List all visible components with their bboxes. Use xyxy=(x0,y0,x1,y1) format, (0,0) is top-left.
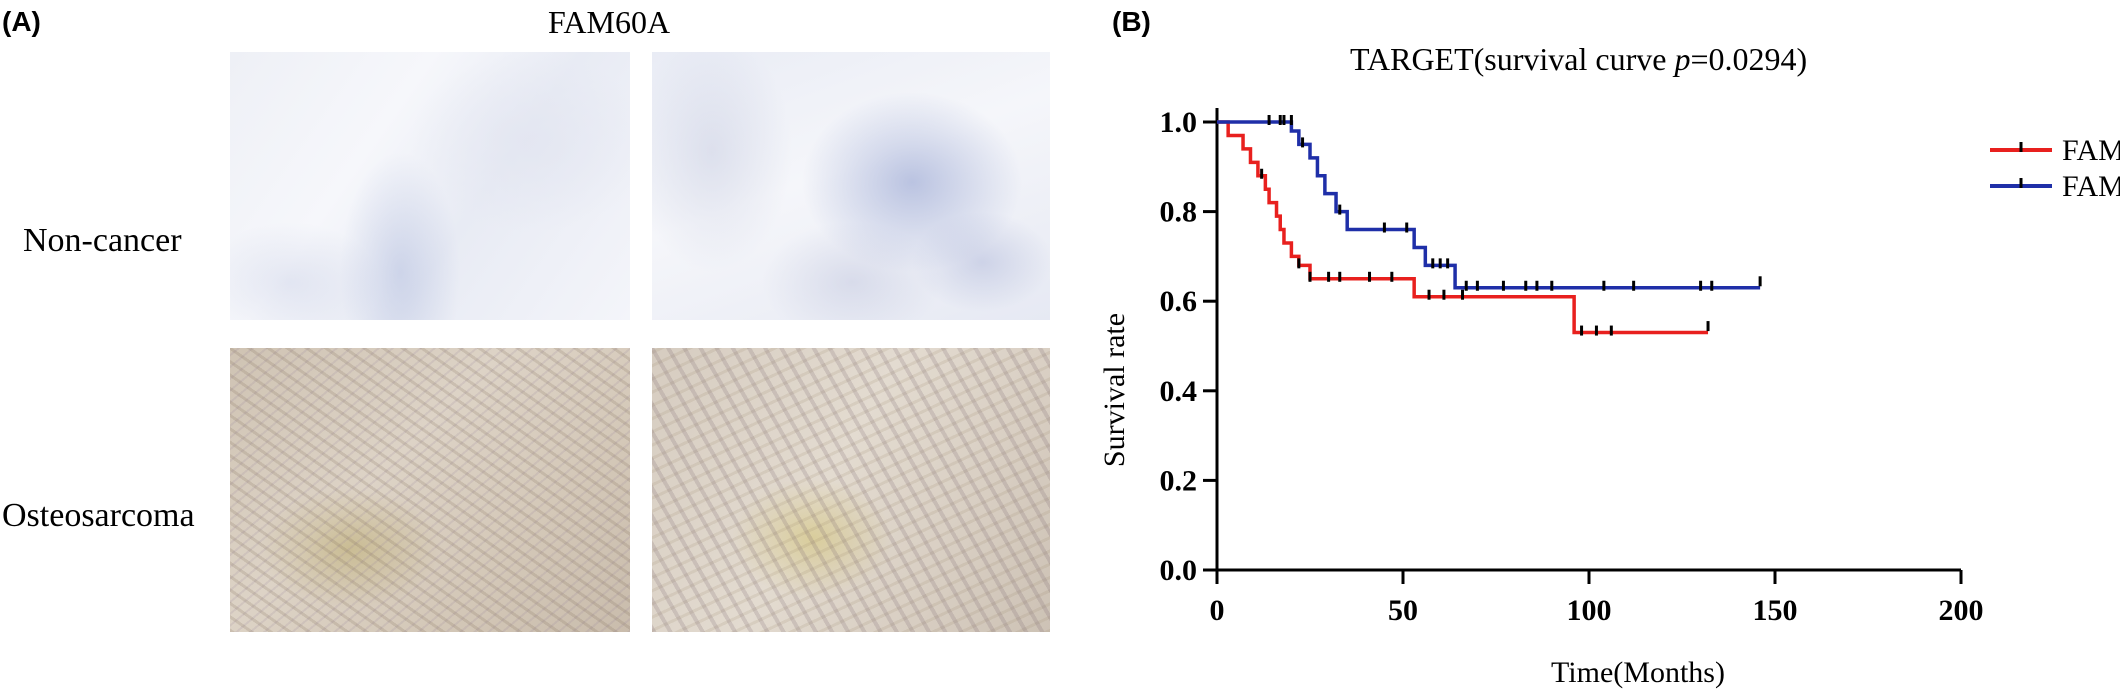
chart-title-p: p xyxy=(1672,41,1690,77)
x-axis-label: Time(Months) xyxy=(1551,656,1725,689)
survival-curves xyxy=(1217,115,1762,336)
row-label-non-cancer: Non-cancer xyxy=(23,222,182,259)
survival-line-low xyxy=(1217,120,1761,290)
panel-b-label: (B) xyxy=(1112,6,1151,37)
axes: 0 50 100 150 200 0.0 0.2 0.4 0.6 0.8 1.0 xyxy=(1160,106,1984,627)
chart-title-prefix: TARGET(survival curve xyxy=(1350,41,1674,77)
row-label-osteosarcoma: Osteosarcoma xyxy=(2,497,195,534)
micrograph-non-cancer-1 xyxy=(230,52,630,320)
chart-title-suffix: =0.0294) xyxy=(1690,41,1807,77)
micrograph-osteosarcoma-2 xyxy=(652,348,1050,632)
legend-label: FAM60A-high xyxy=(2062,134,2120,167)
y-tick-label: 0.8 xyxy=(1160,196,1198,229)
y-axis-label: Survival rate xyxy=(1098,313,1131,467)
chart-title: TARGET(survival curve p=0.0294) xyxy=(1350,41,1807,77)
survival-chart: TARGET(survival curve p=0.0294) 0 50 100 15… xyxy=(1098,41,2120,689)
y-tick-label: 0.0 xyxy=(1160,554,1198,587)
y-tick-label: 0.4 xyxy=(1160,375,1198,408)
x-tick-label: 50 xyxy=(1388,594,1418,627)
y-tick-label: 0.6 xyxy=(1160,285,1198,318)
y-tick-label: 0.2 xyxy=(1160,464,1198,497)
legend-label: FAM60A-low xyxy=(2062,170,2120,203)
panel-a-label: (A) xyxy=(2,6,41,37)
x-tick-label: 100 xyxy=(1567,594,1612,627)
panel-a-title: FAM60A xyxy=(548,4,671,40)
x-tick-label: 200 xyxy=(1939,594,1984,627)
y-tick-label: 1.0 xyxy=(1160,106,1198,139)
micrograph-non-cancer-2 xyxy=(652,52,1050,320)
micrograph-osteosarcoma-1 xyxy=(230,348,630,632)
legend: FAM60A-highFAM60A-low xyxy=(1990,134,2120,203)
x-tick-label: 150 xyxy=(1753,594,1798,627)
survival-line-high xyxy=(1217,120,1709,335)
x-tick-label: 0 xyxy=(1210,594,1225,627)
